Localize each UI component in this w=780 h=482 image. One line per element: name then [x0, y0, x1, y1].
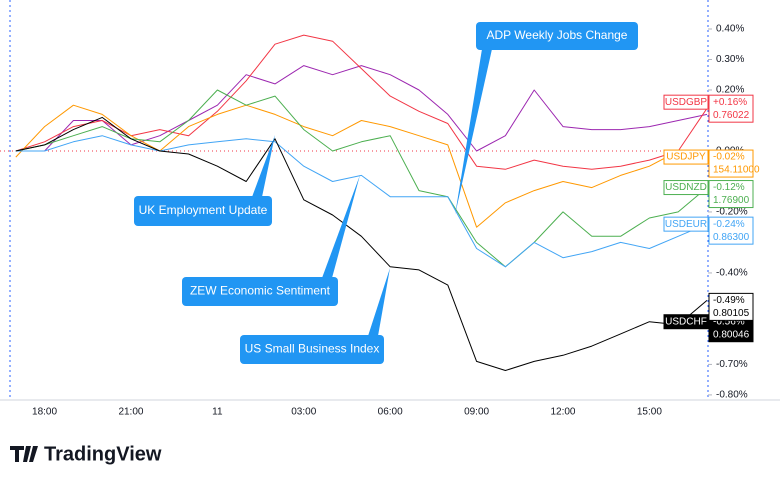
callout-text: US Small Business Index — [245, 342, 380, 356]
logo-icon — [10, 446, 38, 462]
callout-text: ZEW Economic Sentiment — [190, 284, 331, 298]
series-tag-name: USDEUR — [665, 219, 707, 230]
y-tick-label: -0.70% — [716, 359, 748, 370]
change-tag-box — [708, 216, 754, 245]
x-tick-label: 11 — [212, 407, 223, 418]
price-tag-label: 154.11000 — [713, 165, 760, 176]
brand-logo: TradingView — [10, 443, 162, 465]
y-tick-label: 0.20% — [716, 85, 744, 96]
callout-box — [240, 335, 384, 364]
x-tick-label: 15:00 — [637, 407, 662, 418]
callout-pointer — [252, 135, 275, 197]
series-tag-box — [663, 149, 709, 165]
price-tag-label: 0.80046 — [713, 329, 750, 340]
y-tick-label: 0.30% — [716, 54, 744, 65]
price-tag-label: 1.76900 — [713, 195, 750, 206]
x-tick-label: 12:00 — [550, 407, 575, 418]
change-tag-box — [708, 180, 754, 209]
callout-text: UK Employment Update — [139, 203, 268, 217]
change-tag-box — [708, 292, 754, 321]
x-tick-label: 06:00 — [378, 407, 403, 418]
series-tag-name: USDCHF — [665, 316, 707, 327]
callout-pointer — [368, 268, 390, 336]
price-tag-label: 0.76022 — [713, 110, 750, 121]
series-tag-box — [663, 216, 709, 232]
callout-pointer — [455, 49, 492, 215]
x-tick-label: 09:00 — [464, 407, 489, 418]
series-tag-box — [663, 180, 709, 196]
y-tick-label: -0.40% — [716, 268, 748, 279]
series-tag-name: USDJPY — [666, 152, 706, 163]
change-tag-box — [708, 94, 754, 123]
x-tick-label: 21:00 — [118, 407, 143, 418]
callout-box — [182, 277, 338, 306]
change-tag-label: +0.16% — [713, 97, 747, 108]
change-tag-label: -0.24% — [713, 219, 745, 230]
price-tag-label: 0.86300 — [713, 232, 750, 243]
plot-area — [0, 34, 708, 371]
series-tag-name: USDGBP — [665, 97, 708, 108]
y-tick-label: 0.40% — [716, 24, 744, 35]
callout-box — [134, 196, 272, 226]
x-tick-label: 18:00 — [32, 407, 57, 418]
series-tag-box — [663, 94, 709, 110]
change-tag-label: -0.12% — [713, 182, 745, 193]
change-tag-box — [708, 149, 754, 178]
series-line — [15, 104, 708, 228]
series-tag-box — [663, 314, 709, 330]
change-tag-label: -0.49% — [713, 295, 745, 306]
series-line — [15, 116, 708, 371]
change-tag-label: -0.56% — [713, 316, 745, 327]
callout-box — [476, 22, 638, 50]
y-tick-label: -0.80% — [716, 390, 748, 401]
change-tag-label: -0.02% — [713, 152, 745, 163]
x-tick-label: 03:00 — [291, 407, 316, 418]
callout-pointer — [322, 175, 360, 278]
series-tag-name: USDNZD — [665, 182, 707, 193]
series-line — [15, 135, 708, 268]
brand-name: TradingView — [44, 443, 162, 465]
price-tag-label: 0.80105 — [713, 308, 750, 319]
callout-text: ADP Weekly Jobs Change — [487, 28, 628, 42]
y-tick-label: -0.20% — [716, 207, 748, 218]
